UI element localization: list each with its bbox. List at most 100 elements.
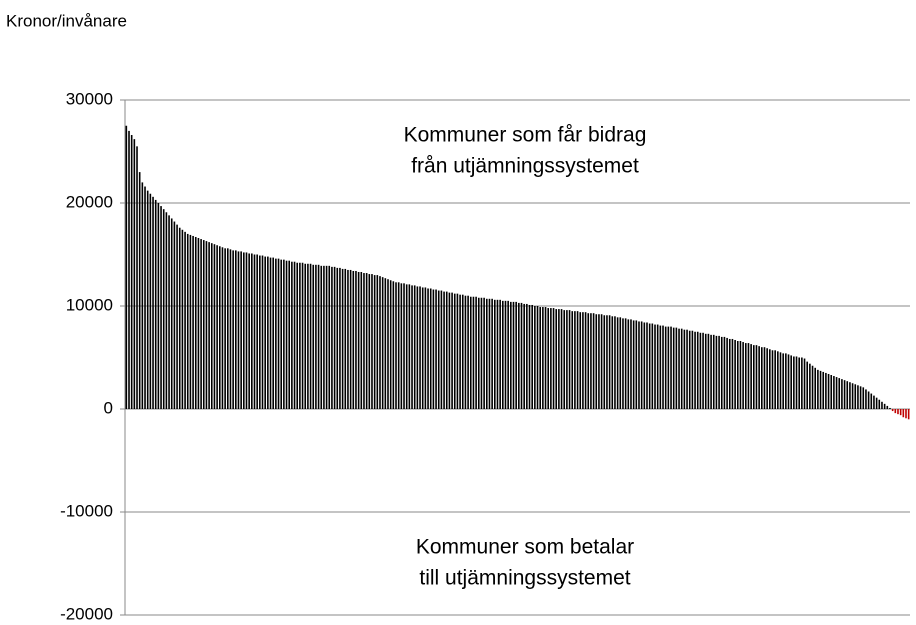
bar xyxy=(758,346,760,409)
bar xyxy=(275,258,277,409)
bar xyxy=(189,234,192,409)
bar xyxy=(333,266,336,409)
bar xyxy=(445,291,448,409)
bar xyxy=(862,387,865,409)
bar xyxy=(357,272,360,409)
bar xyxy=(235,250,237,409)
y-axis-label: Kronor/invånare xyxy=(6,11,127,30)
bar xyxy=(878,399,881,409)
bar xyxy=(411,285,413,409)
bar xyxy=(539,307,541,409)
bar xyxy=(720,336,723,409)
bar xyxy=(392,281,395,409)
bar xyxy=(750,344,752,409)
bar xyxy=(440,290,443,409)
bar xyxy=(421,287,424,409)
bar xyxy=(638,321,640,409)
bar xyxy=(574,311,576,409)
bar xyxy=(785,353,787,409)
bar xyxy=(162,209,165,409)
bar xyxy=(710,334,712,409)
bar xyxy=(216,245,218,409)
bar xyxy=(699,332,702,409)
bar xyxy=(886,405,889,409)
bar xyxy=(782,353,784,409)
bar xyxy=(336,267,339,409)
bar xyxy=(510,301,512,409)
bar xyxy=(659,325,662,409)
bar xyxy=(269,257,272,409)
bar xyxy=(680,328,683,409)
bar xyxy=(485,298,488,409)
bar xyxy=(552,308,555,409)
bar xyxy=(766,348,768,409)
bar xyxy=(747,343,750,409)
bar xyxy=(299,262,301,409)
bar xyxy=(849,382,851,409)
bar xyxy=(365,273,368,409)
bar xyxy=(691,330,694,409)
bar xyxy=(432,289,435,409)
bar xyxy=(170,218,173,409)
bar xyxy=(355,270,357,409)
bar xyxy=(368,274,371,409)
bar xyxy=(325,265,328,409)
bar xyxy=(328,265,331,409)
bar xyxy=(696,331,699,409)
bar xyxy=(851,383,854,409)
bar xyxy=(312,264,315,409)
bar xyxy=(363,273,365,409)
bar xyxy=(186,233,189,409)
bar xyxy=(838,378,841,409)
bar xyxy=(419,286,421,409)
bar xyxy=(688,330,691,409)
bar xyxy=(168,215,170,409)
bar xyxy=(413,285,416,409)
bar xyxy=(635,320,638,409)
bar xyxy=(210,243,213,409)
bar xyxy=(568,310,571,409)
bar xyxy=(360,272,363,409)
bar xyxy=(192,235,194,409)
bar xyxy=(563,310,566,409)
bar xyxy=(662,325,664,409)
bar xyxy=(464,295,467,409)
bar xyxy=(592,313,595,409)
bar xyxy=(253,254,256,409)
y-tick-label: 20000 xyxy=(66,192,113,211)
bar xyxy=(491,298,493,409)
bar xyxy=(424,287,427,409)
bar xyxy=(640,321,643,409)
bar xyxy=(512,301,515,409)
bar xyxy=(128,130,130,409)
bar xyxy=(480,297,483,409)
bar xyxy=(488,298,491,409)
bar xyxy=(614,316,616,409)
bar xyxy=(678,328,680,409)
bar xyxy=(154,199,157,409)
bar xyxy=(579,312,582,409)
bar xyxy=(704,333,707,409)
y-tick-label: 30000 xyxy=(66,89,113,108)
bar xyxy=(736,341,739,409)
bar xyxy=(371,274,373,409)
bar xyxy=(846,381,849,409)
bar xyxy=(843,380,846,409)
bar xyxy=(232,250,234,409)
bar xyxy=(630,319,632,409)
bar xyxy=(456,293,459,409)
bar xyxy=(496,299,499,409)
bar xyxy=(331,266,333,409)
bar xyxy=(194,236,197,409)
bar xyxy=(667,326,670,409)
bar xyxy=(790,355,792,409)
bar xyxy=(483,297,485,409)
bar xyxy=(798,357,800,409)
bar xyxy=(854,384,857,409)
bar xyxy=(141,182,144,409)
bar xyxy=(133,139,136,409)
bar xyxy=(293,261,296,409)
bar xyxy=(136,146,138,409)
bar xyxy=(902,409,905,418)
bar xyxy=(277,258,280,409)
